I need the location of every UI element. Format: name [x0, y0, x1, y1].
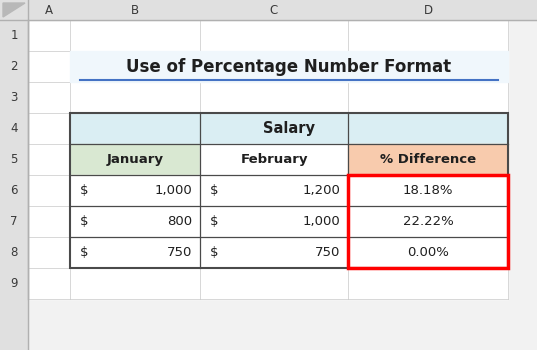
- Text: 1: 1: [10, 29, 18, 42]
- Bar: [200, 206, 348, 237]
- Text: 800: 800: [167, 215, 192, 228]
- Bar: [28, 20, 508, 299]
- Text: 8: 8: [10, 246, 18, 259]
- Text: A: A: [45, 4, 53, 16]
- Text: 1,000: 1,000: [302, 215, 340, 228]
- Text: 4: 4: [10, 122, 18, 135]
- Bar: [0, 0, 28, 350]
- Bar: [348, 237, 508, 268]
- Text: February: February: [240, 153, 308, 166]
- Text: 750: 750: [315, 246, 340, 259]
- Bar: [348, 206, 508, 237]
- Bar: [70, 175, 200, 206]
- Bar: [70, 206, 200, 237]
- Text: $: $: [210, 184, 219, 197]
- Text: 22.22%: 22.22%: [403, 215, 453, 228]
- Text: Use of Percentage Number Format: Use of Percentage Number Format: [126, 57, 452, 76]
- Bar: [70, 113, 508, 144]
- Text: 3: 3: [10, 91, 18, 104]
- Text: D: D: [424, 4, 433, 16]
- Text: $: $: [80, 184, 89, 197]
- Text: $: $: [80, 246, 89, 259]
- Bar: [348, 144, 508, 175]
- Bar: [200, 237, 348, 268]
- Text: 1,200: 1,200: [302, 184, 340, 197]
- Text: Salary: Salary: [263, 121, 315, 136]
- Bar: [200, 144, 348, 175]
- Text: B: B: [131, 4, 139, 16]
- Bar: [348, 175, 508, 206]
- Bar: [70, 237, 200, 268]
- Bar: [70, 144, 200, 175]
- Text: 6: 6: [10, 184, 18, 197]
- Text: 9: 9: [10, 277, 18, 290]
- Bar: [0, 0, 537, 20]
- Bar: [70, 51, 508, 82]
- Text: 750: 750: [166, 246, 192, 259]
- Text: 5: 5: [10, 153, 18, 166]
- Text: 1,000: 1,000: [154, 184, 192, 197]
- Text: January: January: [106, 153, 163, 166]
- Text: $: $: [80, 215, 89, 228]
- Text: 18.18%: 18.18%: [403, 184, 453, 197]
- Polygon shape: [3, 3, 25, 17]
- Text: 0.00%: 0.00%: [407, 246, 449, 259]
- Text: $: $: [210, 246, 219, 259]
- Bar: [70, 113, 508, 268]
- Text: $: $: [210, 215, 219, 228]
- Bar: [348, 175, 508, 268]
- Text: C: C: [270, 4, 278, 16]
- Text: 2: 2: [10, 60, 18, 73]
- Text: 7: 7: [10, 215, 18, 228]
- Bar: [200, 175, 348, 206]
- Text: % Difference: % Difference: [380, 153, 476, 166]
